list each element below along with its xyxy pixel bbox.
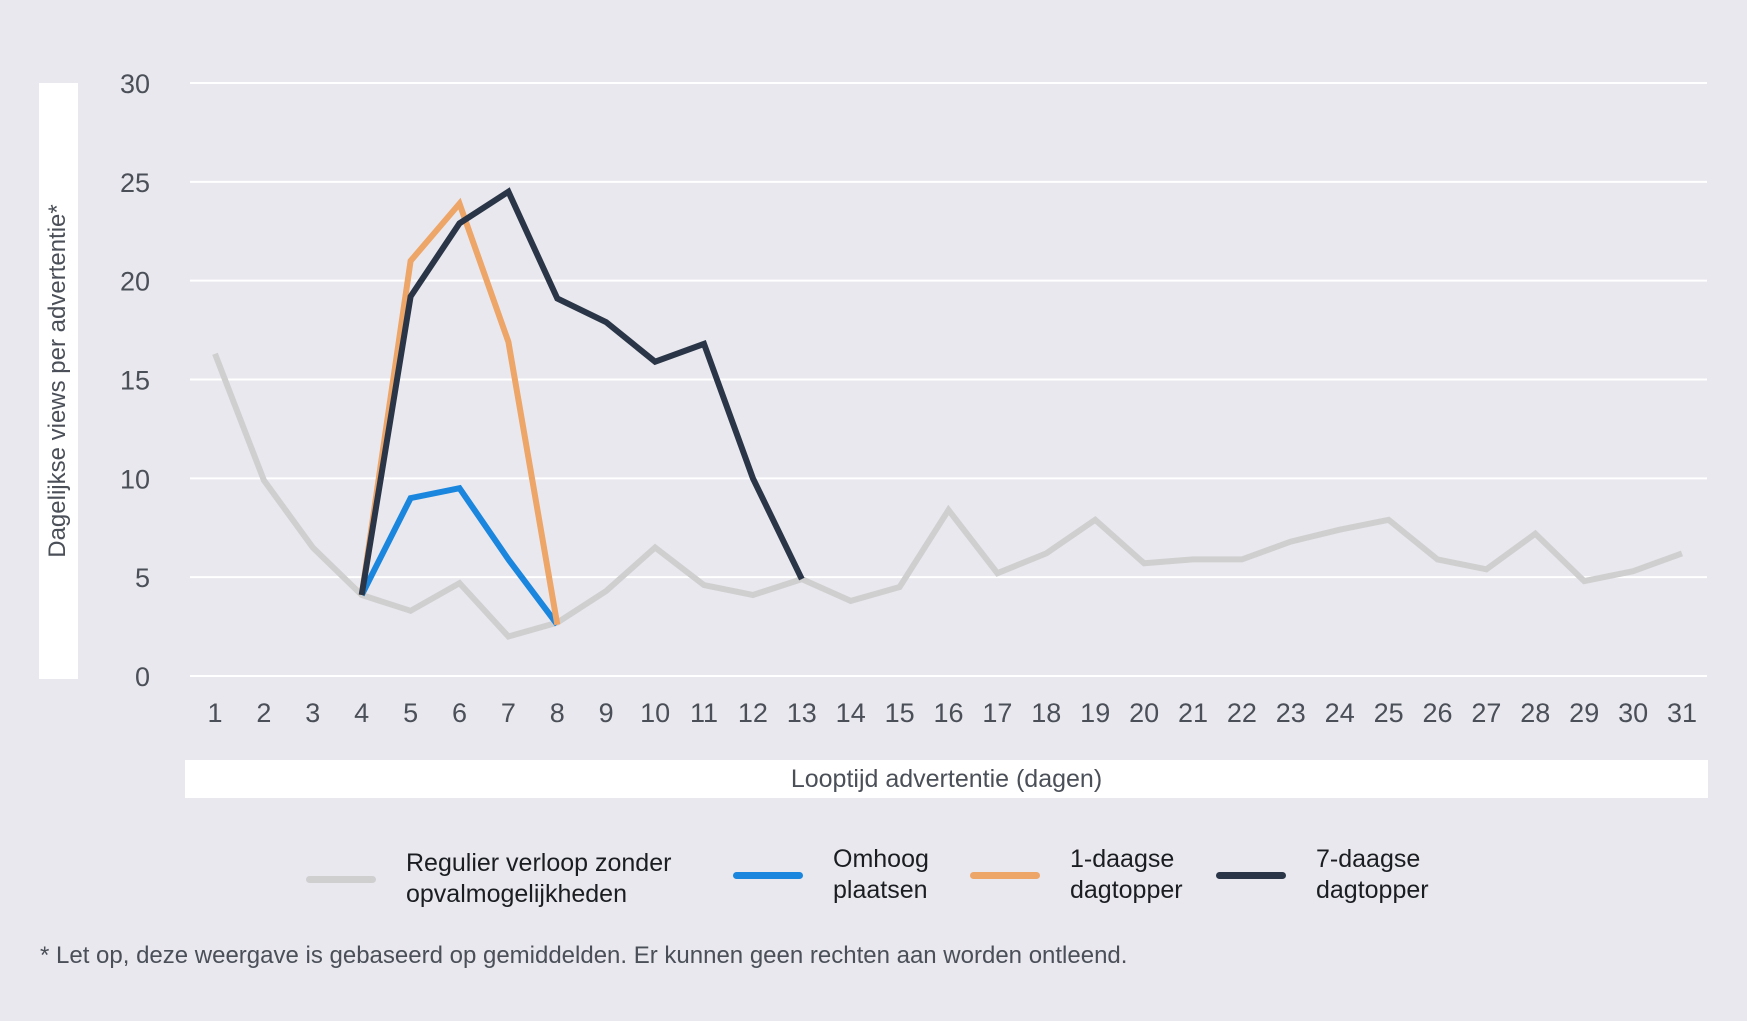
x-tick-label-31: 31 xyxy=(1667,698,1697,728)
x-tick-label-8: 8 xyxy=(550,698,565,728)
x-tick-label-29: 29 xyxy=(1569,698,1599,728)
x-tick-label-30: 30 xyxy=(1618,698,1648,728)
legend-item-1-daagse: 1-daagse dagtopper xyxy=(970,844,1183,906)
x-tick-label-18: 18 xyxy=(1031,698,1061,728)
legend-label-omhoog: Omhoog plaatsen xyxy=(833,845,929,904)
series-line-3 xyxy=(358,187,805,596)
x-tick-label-14: 14 xyxy=(836,698,866,728)
x-tick-label-19: 19 xyxy=(1080,698,1110,728)
x-tick-label-24: 24 xyxy=(1325,698,1355,728)
legend-swatch-1-daagse xyxy=(970,871,1040,879)
x-tick-label-11: 11 xyxy=(690,698,718,728)
y-tick-label-25: 25 xyxy=(120,168,150,198)
x-tick-label-2: 2 xyxy=(256,698,271,728)
x-tick-label-13: 13 xyxy=(787,698,817,728)
x-axis-label: Looptijd advertentie (dagen) xyxy=(185,760,1708,798)
legend-label-1-daagse: 1-daagse dagtopper xyxy=(1070,845,1183,904)
x-tick-label-20: 20 xyxy=(1129,698,1159,728)
x-tick-label-15: 15 xyxy=(885,698,915,728)
y-tick-label-5: 5 xyxy=(135,563,150,593)
y-tick-label-0: 0 xyxy=(135,662,150,692)
legend-swatch-regulier xyxy=(306,875,376,883)
x-tick-label-22: 22 xyxy=(1227,698,1257,728)
x-tick-label-28: 28 xyxy=(1520,698,1550,728)
x-tick-label-1: 1 xyxy=(207,698,222,728)
x-tick-label-27: 27 xyxy=(1471,698,1501,728)
x-tick-label-5: 5 xyxy=(403,698,418,728)
x-tick-label-4: 4 xyxy=(354,698,369,728)
x-tick-label-23: 23 xyxy=(1276,698,1306,728)
footnote: * Let op, deze weergave is gebaseerd op … xyxy=(40,942,1128,969)
x-tick-label-12: 12 xyxy=(738,698,768,728)
y-axis-label: Dagelijkse views per advertentie* xyxy=(44,204,71,558)
x-tick-label-6: 6 xyxy=(452,698,467,728)
x-tick-label-26: 26 xyxy=(1422,698,1452,728)
legend-item-regulier: Regulier verloop zonder opvalmogelijkhed… xyxy=(306,848,671,910)
legend-label-regulier: Regulier verloop zonder opvalmogelijkhed… xyxy=(406,849,672,908)
legend-label-7-daagse: 7-daagse dagtopper xyxy=(1316,845,1429,904)
x-tick-label-16: 16 xyxy=(933,698,963,728)
y-tick-label-10: 10 xyxy=(120,464,150,494)
x-tick-label-10: 10 xyxy=(640,698,670,728)
legend: Regulier verloop zonder opvalmogelijkhed… xyxy=(0,840,1747,910)
x-tick-label-17: 17 xyxy=(982,698,1012,728)
y-tick-label-20: 20 xyxy=(120,267,150,297)
legend-item-7-daagse: 7-daagse dagtopper xyxy=(1216,844,1429,906)
legend-swatch-7-daagse xyxy=(1216,871,1286,879)
x-tick-label-7: 7 xyxy=(501,698,516,728)
legend-swatch-omhoog xyxy=(733,871,803,879)
y-tick-label-15: 15 xyxy=(120,366,150,396)
y-axis-label-box xyxy=(39,83,78,679)
y-tick-label-30: 30 xyxy=(120,69,150,99)
x-tick-label-9: 9 xyxy=(599,698,614,728)
x-tick-label-25: 25 xyxy=(1374,698,1404,728)
x-tick-label-3: 3 xyxy=(305,698,320,728)
legend-item-omhoog: Omhoog plaatsen xyxy=(733,844,929,906)
x-tick-label-21: 21 xyxy=(1178,698,1208,728)
